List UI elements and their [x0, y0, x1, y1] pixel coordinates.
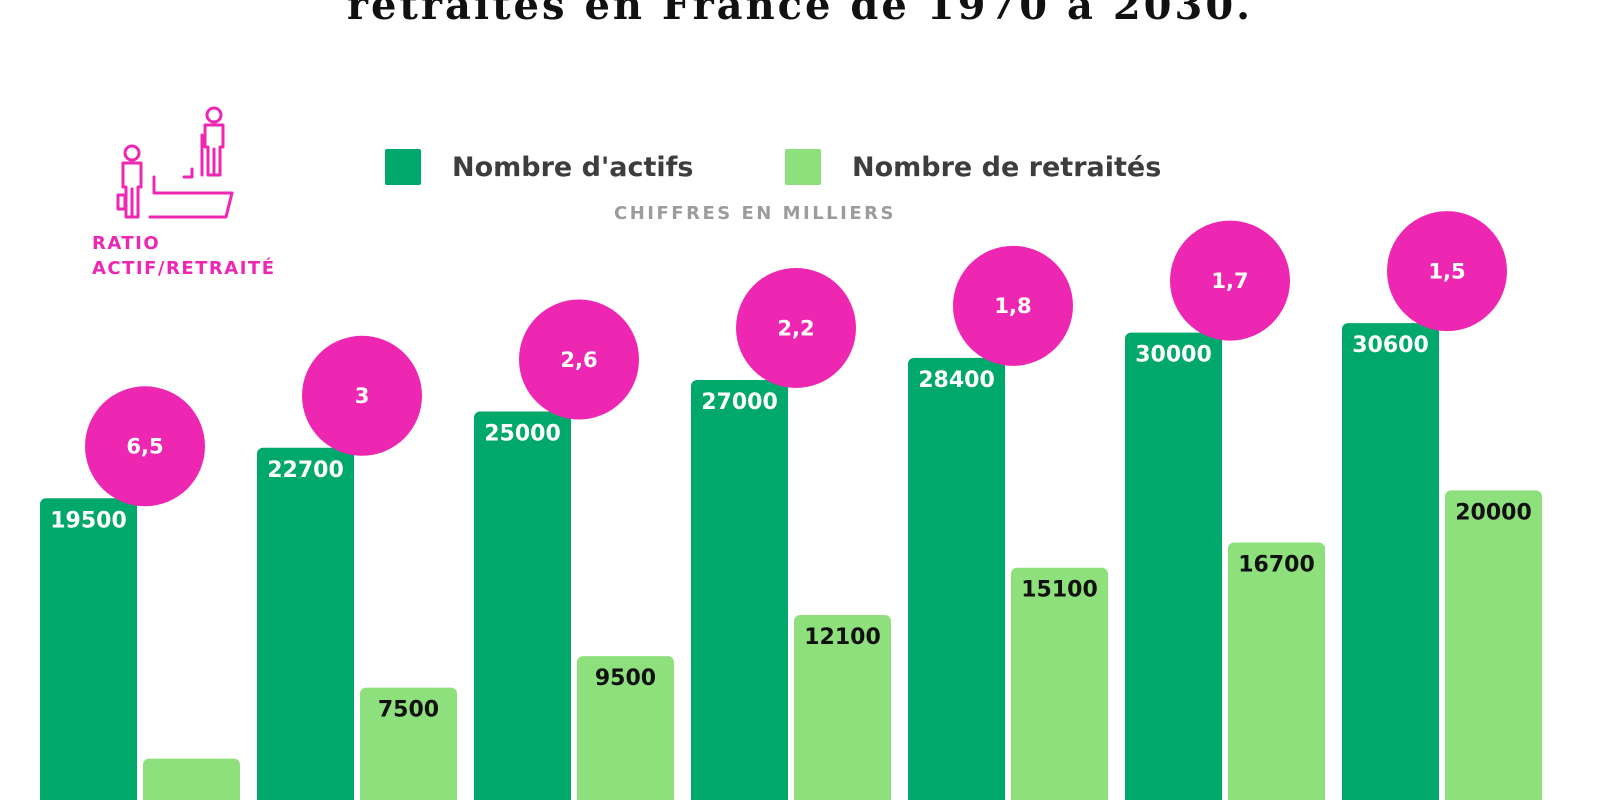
bar-actifs — [474, 411, 571, 800]
bar-label-actifs: 28400 — [918, 368, 995, 393]
bar-label-retraites: 12100 — [804, 625, 881, 650]
ratio-bubble — [1387, 211, 1507, 332]
legend-swatch-retraites — [785, 149, 821, 185]
bar-actifs — [1125, 332, 1222, 800]
bar-retraites — [794, 615, 891, 800]
bar-retraites — [577, 656, 674, 800]
ratio-legend: RATIO ACTIF/RETRAITÉ — [92, 105, 352, 281]
legend-swatch-actifs — [385, 149, 421, 185]
chart-subtitle: CHIFFRES EN MILLIERS — [614, 203, 896, 224]
bar-actifs — [257, 447, 354, 800]
ratio-bubble-label: 2,2 — [777, 316, 814, 340]
ratio-bubble — [1170, 220, 1290, 341]
legend-item-retraites: Nombre de retraités — [785, 149, 1161, 185]
ratio-bubble-label: 1,8 — [994, 294, 1031, 318]
legend-item-actifs: Nombre d'actifs — [385, 149, 693, 185]
bar-label-retraites: 7500 — [378, 698, 439, 723]
bar-actifs — [1342, 323, 1439, 800]
bar-label-actifs: 19500 — [50, 508, 127, 533]
worker-retiree-icon — [92, 105, 352, 225]
ratio-legend-line2: ACTIF/RETRAITÉ — [92, 258, 276, 279]
bar-label-actifs: 27000 — [701, 390, 778, 415]
ratio-bubble-label: 3 — [355, 384, 370, 408]
ratio-bubble-label: 1,7 — [1211, 269, 1248, 293]
chart-title: retraités en France de 1970 à 2030. — [346, 0, 1254, 29]
bar-label-actifs: 30600 — [1352, 333, 1429, 358]
ratio-bubble — [85, 386, 205, 507]
ratio-bubble — [519, 299, 639, 420]
bar-retraites — [1228, 542, 1325, 800]
bar-label-actifs: 30000 — [1135, 343, 1212, 368]
bar-label-retraites: 16700 — [1238, 552, 1315, 577]
bar-retraites — [143, 758, 240, 800]
ratio-bubble — [302, 335, 422, 456]
ratio-bubble — [953, 245, 1073, 366]
ratio-bubble-label: 1,5 — [1428, 259, 1465, 283]
legend-label-actifs: Nombre d'actifs — [452, 151, 694, 183]
ratio-bubble-label: 2,6 — [560, 348, 597, 372]
bar-retraites — [1011, 567, 1108, 800]
bar-label-actifs: 22700 — [267, 458, 344, 483]
bar-actifs — [691, 379, 788, 800]
bar-actifs — [40, 498, 137, 800]
legend-label-retraites: Nombre de retraités — [852, 151, 1162, 183]
ratio-legend-line1: RATIO — [92, 233, 161, 254]
bar-label-retraites: 15100 — [1021, 578, 1098, 603]
ratio-bubble — [736, 267, 856, 388]
bar-label-actifs: 25000 — [484, 422, 561, 447]
bar-retraites — [1445, 490, 1542, 800]
ratio-bubble-label: 6,5 — [126, 435, 163, 459]
bar-actifs — [908, 357, 1005, 800]
bar-label-retraites: 9500 — [595, 666, 656, 691]
bar-label-retraites: 20000 — [1455, 500, 1532, 525]
bar-retraites — [360, 687, 457, 800]
